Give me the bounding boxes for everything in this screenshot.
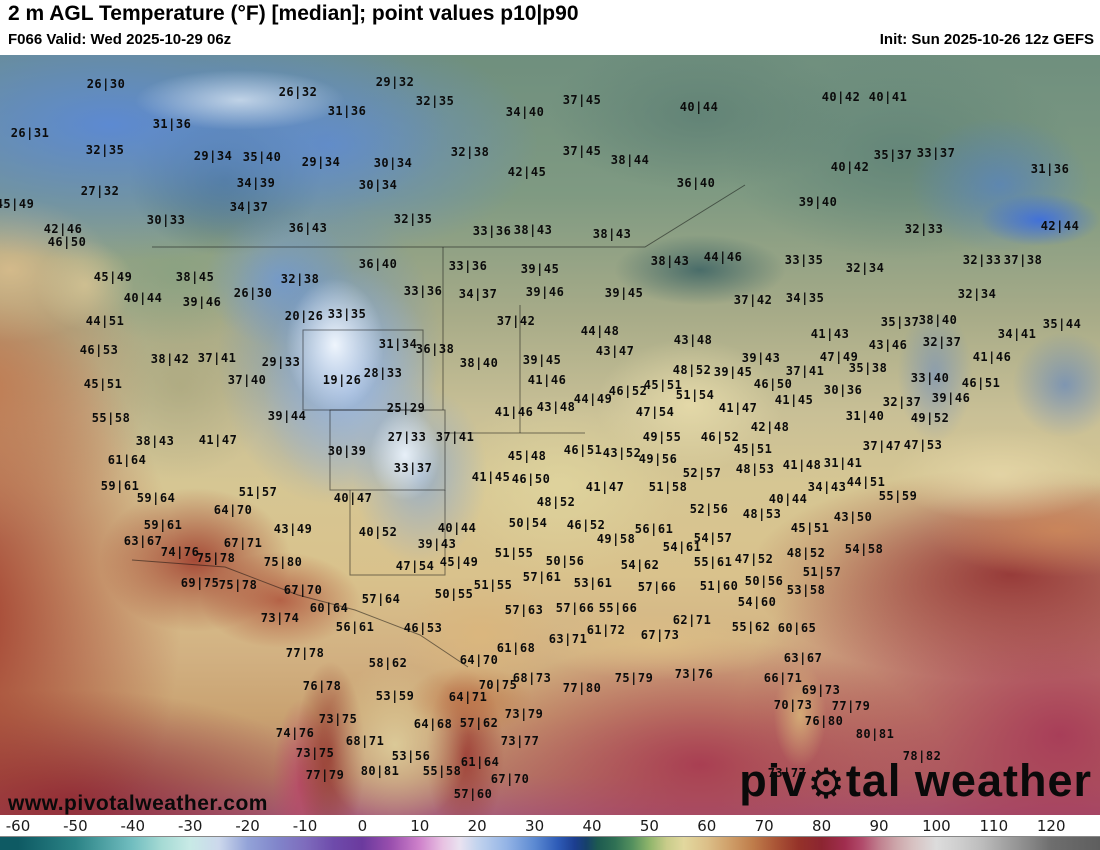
colorbar-tick: 120 xyxy=(1036,817,1066,835)
temperature-map[interactable] xyxy=(0,55,1100,815)
colorbar-tick: 110 xyxy=(979,817,1009,835)
colorbar-tick: -40 xyxy=(120,817,146,835)
brand-prefix: piv xyxy=(739,755,808,806)
colorbar-tick: 10 xyxy=(410,817,430,835)
colorbar-tick: 30 xyxy=(525,817,545,835)
colorbar-tick: 80 xyxy=(812,817,832,835)
colorbar-tick: -10 xyxy=(292,817,318,835)
colorbar-tick: 0 xyxy=(357,817,368,835)
colorbar-tick: -60 xyxy=(5,817,31,835)
valid-time-label: F066 Valid: Wed 2025-10-29 06z xyxy=(8,31,232,48)
colorbar-tick: 100 xyxy=(922,817,951,835)
colorbar-tick: 60 xyxy=(697,817,717,835)
watermark-url: www.pivotalweather.com xyxy=(8,792,268,815)
brand-suffix: tal weather xyxy=(845,755,1092,806)
colorbar-tick: -20 xyxy=(235,817,260,835)
colorbar-tick: 40 xyxy=(582,817,602,835)
map-title: 2 m AGL Temperature (°F) [median]; point… xyxy=(8,2,579,25)
colorbar-tick: 70 xyxy=(754,817,774,835)
colorbar-tick: -50 xyxy=(63,817,88,835)
watermark-brand: piv⚙tal weather xyxy=(739,758,1092,805)
state-borders xyxy=(131,184,746,668)
init-time-label: Init: Sun 2025-10-26 12z GEFS xyxy=(879,31,1094,48)
colorbar-tick: -30 xyxy=(177,817,203,835)
colorbar-tick: 20 xyxy=(467,817,487,835)
colorbar-tick: 90 xyxy=(869,817,889,835)
gear-icon: ⚙ xyxy=(807,760,846,807)
colorbar-tick: 50 xyxy=(639,817,659,835)
colorbar-footer: -60 -50 -40 -30 -20 -10 0 10 20 30 40 50 60 70 80 90 100… xyxy=(0,815,1100,850)
header-bar: 2 m AGL Temperature (°F) [median]; point… xyxy=(0,0,1100,55)
colorbar-gradient[interactable] xyxy=(0,836,1100,850)
